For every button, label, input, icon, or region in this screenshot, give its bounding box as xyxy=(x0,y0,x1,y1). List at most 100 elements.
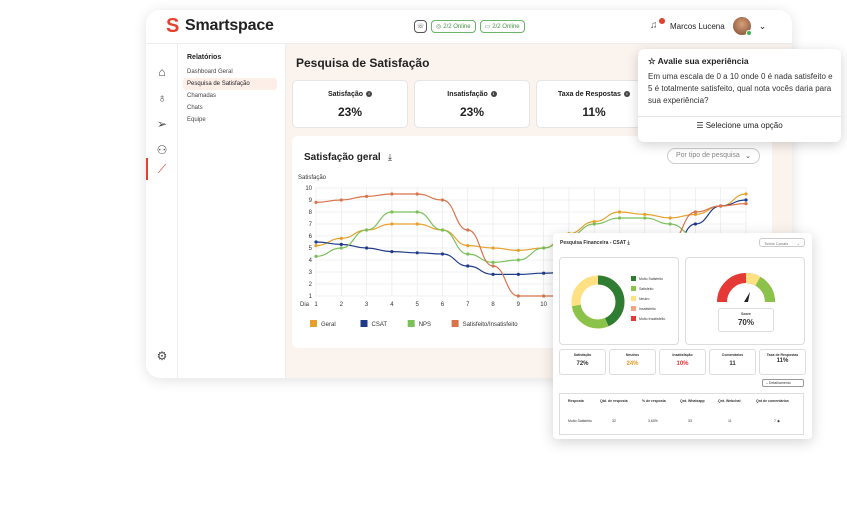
subnav-item-chamadas[interactable]: Chamadas xyxy=(187,93,217,99)
y-axis-label: Satisfação xyxy=(298,175,327,181)
legend-item: Muito Satisfeito xyxy=(631,276,663,281)
info-icon[interactable]: i xyxy=(366,91,373,98)
data-point xyxy=(440,228,445,232)
series-line xyxy=(315,211,747,264)
chevron-down-icon: ⌄ xyxy=(745,153,751,160)
csat-panel: Pesquisa Financeira - CSAT ⤓ Todos Canai… xyxy=(553,233,812,439)
subnav-item-pesquisa[interactable]: Pesquisa de Satisfação xyxy=(183,78,277,90)
info-icon[interactable]: i xyxy=(623,91,630,98)
x-axis-label: Dia xyxy=(300,302,310,308)
table-cell: Muito Satisfeito xyxy=(568,419,592,423)
x-tick-label: 3 xyxy=(365,302,369,308)
popup-question: Em uma escala de 0 a 10 onde 0 é nada sa… xyxy=(648,72,833,105)
select-option-button[interactable]: ☰ Selecione uma opção xyxy=(638,121,841,130)
legend-label: Insatisfeito xyxy=(639,306,656,311)
kpi-card: Insatisfação 10% xyxy=(659,349,706,375)
chevron-down-icon: ⌄ xyxy=(796,241,800,246)
rating-popup: ☆ Avalie sua experiência Em uma escala d… xyxy=(638,49,841,142)
x-tick-label: 9 xyxy=(517,302,521,308)
data-point xyxy=(719,204,723,208)
top-bar: S Smartspace ☏ ◎ 2/2 Online ▭ 2/2 Online ♫… xyxy=(146,10,792,44)
kpi-label: Satisfação xyxy=(573,353,592,357)
x-tick-label: 8 xyxy=(491,302,495,308)
download-icon[interactable]: ⤓ xyxy=(627,240,630,246)
data-point xyxy=(339,246,343,250)
data-point xyxy=(339,242,343,246)
calls-online-pill[interactable]: ◎ 2/2 Online xyxy=(431,20,476,33)
data-point xyxy=(643,216,647,220)
avatar[interactable] xyxy=(732,17,752,36)
data-point xyxy=(339,236,343,240)
panel-title-text: Pesquisa Financeira - CSAT xyxy=(560,240,627,246)
kpi-value: 10% xyxy=(676,361,689,367)
send-icon[interactable]: ➢ xyxy=(156,117,168,131)
y-tick-label: 7 xyxy=(309,222,313,228)
data-point xyxy=(364,194,369,198)
y-tick-label: 9 xyxy=(309,198,313,204)
column-header: Qtd. de resposta xyxy=(600,399,628,403)
chats-online-pill[interactable]: ▭ 2/2 Online xyxy=(479,20,525,33)
legend-swatch xyxy=(631,306,636,311)
subnav-title: Relatórios xyxy=(187,54,222,61)
legend-label: Satisfeito/Insatisfeito xyxy=(463,322,519,328)
data-point xyxy=(466,264,470,268)
metric-card-insatisfacao: Insatisfação i 23% xyxy=(414,80,530,128)
data-point xyxy=(440,198,445,202)
kpi-value: 72% xyxy=(576,361,589,367)
status-pills: ☏ ◎ 2/2 Online ▭ 2/2 Online xyxy=(414,20,525,33)
data-point xyxy=(491,246,495,250)
table-cell: 33 xyxy=(688,419,692,423)
x-tick-label: 1 xyxy=(314,302,318,308)
data-point xyxy=(314,244,318,248)
score-label: Score xyxy=(741,312,751,316)
legend-swatch xyxy=(631,286,636,291)
subnav-item-equipe[interactable]: Equipe xyxy=(187,117,206,123)
user-name: Marcos Lucena xyxy=(670,21,725,31)
legend-label: Muito Satisfeito xyxy=(639,276,663,281)
y-tick-label: 6 xyxy=(309,234,313,240)
chart-filter-select[interactable]: Por tipo de pesquisa ⌄ xyxy=(667,148,760,164)
kpi-card: Comentários 11 xyxy=(709,349,756,375)
subnav-item-dashboard[interactable]: Dashboard Geral xyxy=(187,69,233,75)
eye-icon[interactable]: ◉ xyxy=(776,419,780,423)
detail-button[interactable]: – Detalhamento xyxy=(762,379,804,387)
data-point xyxy=(466,252,470,256)
chevron-down-icon[interactable]: ⌄ xyxy=(758,20,767,31)
legend-label: CSAT xyxy=(372,322,388,328)
kpi-value: 24% xyxy=(626,361,639,367)
download-icon[interactable]: ⤓ xyxy=(388,152,392,162)
user-menu[interactable]: ♫ Marcos Lucena ⌄ xyxy=(650,17,767,36)
headset-icon[interactable]: ♁ xyxy=(157,91,167,105)
kpi-value: 11 xyxy=(729,361,736,367)
legend-swatch xyxy=(631,296,636,301)
info-icon[interactable]: i xyxy=(490,91,497,98)
gear-icon[interactable]: ⚙ xyxy=(156,349,168,363)
home-icon[interactable]: ⌂ xyxy=(158,65,166,79)
legend-swatch xyxy=(310,320,317,327)
bell-icon[interactable]: ♫ xyxy=(650,18,665,32)
channel-select[interactable]: Todos Canais ⌄ xyxy=(759,238,805,247)
data-point xyxy=(415,222,419,226)
data-point xyxy=(466,244,470,248)
users-icon[interactable]: ⚇ xyxy=(156,143,168,157)
data-point xyxy=(744,198,748,202)
page-title: Pesquisa de Satisfação xyxy=(296,56,430,70)
metric-value: 23% xyxy=(337,105,363,119)
legend-item: Muito Insatisfeito xyxy=(631,316,665,321)
metric-label-text: Taxa de Respostas xyxy=(558,91,621,98)
subnav-item-chats[interactable]: Chats xyxy=(187,105,203,111)
reports-subnav: Relatórios Dashboard Geral Pesquisa de S… xyxy=(179,44,286,378)
legend-label: Geral xyxy=(321,322,336,328)
data-point xyxy=(643,212,647,216)
column-header: Resposta xyxy=(568,399,584,403)
chart-icon[interactable]: ⟋ xyxy=(157,162,167,176)
pill-label: 2/2 Online xyxy=(492,23,520,30)
button-label: Selecione uma opção xyxy=(705,121,783,130)
list-icon: ☰ xyxy=(696,121,704,130)
data-point xyxy=(390,222,394,226)
data-point xyxy=(440,252,445,256)
column-header: % de resposta xyxy=(642,399,666,403)
phone-icon[interactable]: ☏ xyxy=(414,20,427,33)
online-status-dot xyxy=(745,30,752,36)
donut-card: Muito Satisfeito Satisfeito Neutro Insat… xyxy=(559,257,679,345)
